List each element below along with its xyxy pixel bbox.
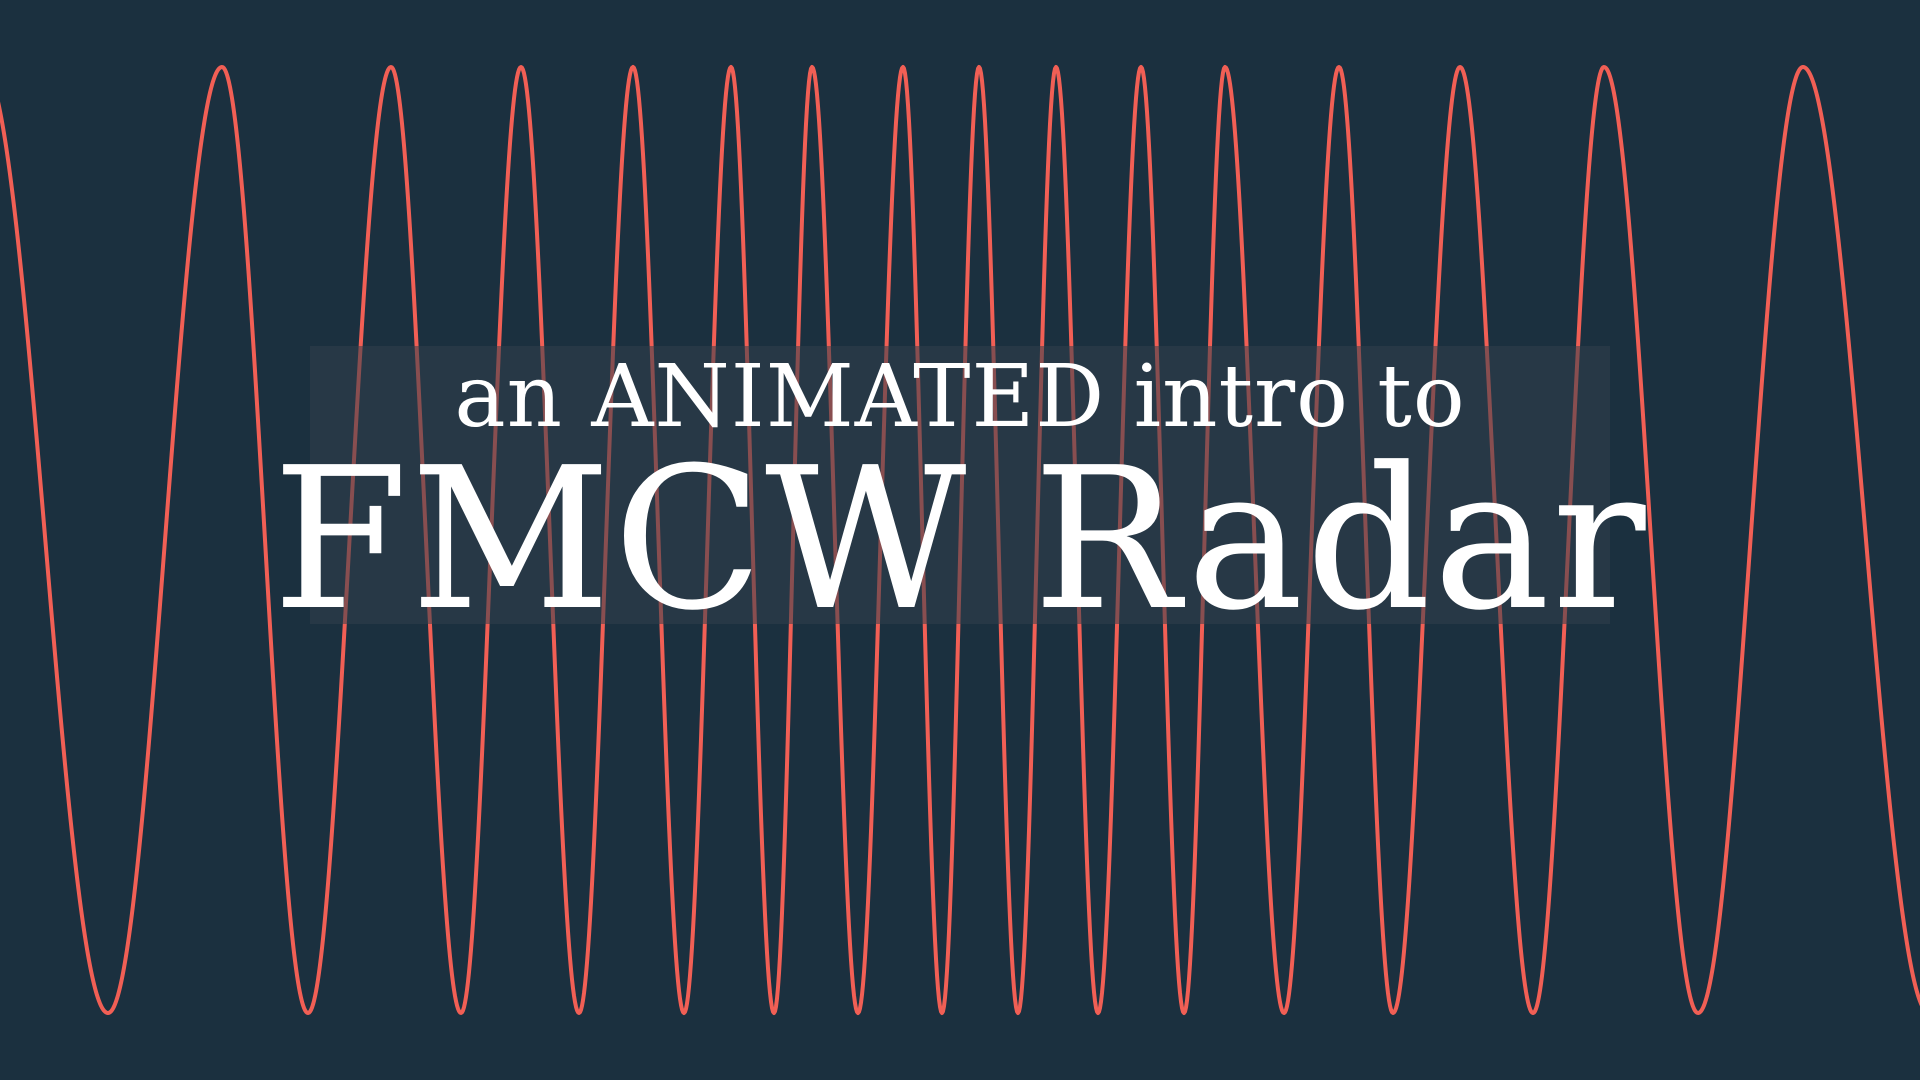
main-title: FMCW Radar [272,426,1648,654]
subtitle: an ANIMATED intro to [454,347,1466,447]
title-backdrop [310,346,1610,624]
